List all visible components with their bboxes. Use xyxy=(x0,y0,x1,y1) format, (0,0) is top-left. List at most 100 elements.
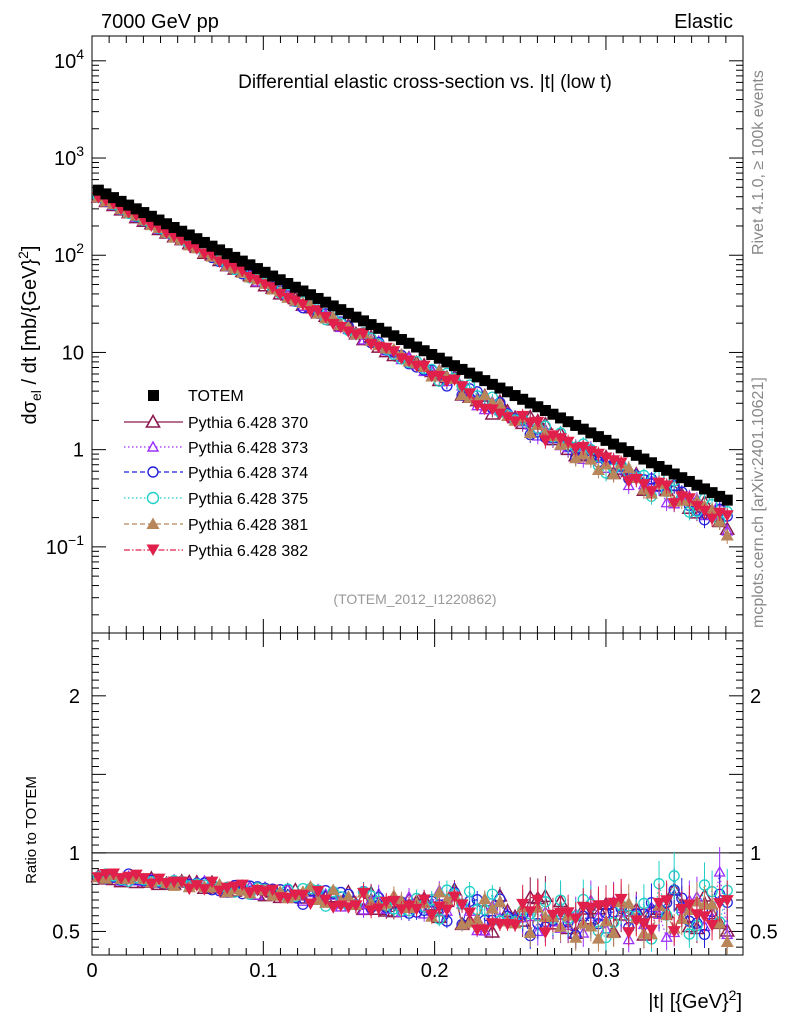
point-totem xyxy=(138,207,150,219)
point-totem xyxy=(350,311,362,323)
ratio-point-p381 xyxy=(523,926,537,938)
ratio-point-p382 xyxy=(432,901,446,914)
point-totem xyxy=(123,199,135,211)
point-totem xyxy=(562,416,574,428)
point-p382 xyxy=(357,328,371,340)
main-y-axis-label: dσel / dt [mb/{GeV}2] xyxy=(15,246,44,425)
point-totem xyxy=(600,434,612,446)
point-totem xyxy=(592,431,604,443)
point-totem xyxy=(289,281,301,293)
point-totem xyxy=(403,337,415,349)
point-p382 xyxy=(288,295,302,307)
ratio-point-p382 xyxy=(326,902,340,914)
ratio-point-p382 xyxy=(137,873,151,885)
ratio-point-p382 xyxy=(122,871,136,884)
ratio-point-p382 xyxy=(182,883,196,896)
point-totem xyxy=(653,461,665,473)
ratio-point-p382 xyxy=(705,919,719,932)
ratio-point-p382 xyxy=(106,868,120,881)
ratio-point-p382 xyxy=(364,905,378,917)
x-axis-label: |t| [{GeV}2] xyxy=(648,987,742,1013)
point-totem xyxy=(547,408,559,420)
ratio-point-p382 xyxy=(538,927,552,939)
ratio-point-p382 xyxy=(675,903,689,916)
point-totem xyxy=(418,345,430,357)
ratio-point-p382 xyxy=(713,898,727,910)
ratio-point-p382 xyxy=(455,899,469,911)
point-totem xyxy=(691,479,703,491)
point-p382 xyxy=(622,476,636,488)
point-totem xyxy=(433,352,445,364)
point-totem xyxy=(214,244,226,256)
ratio-point-p382 xyxy=(584,903,598,915)
ratio-point-p382 xyxy=(698,911,712,923)
ratio-point-p381 xyxy=(341,890,355,902)
point-totem xyxy=(342,307,354,319)
point-totem xyxy=(661,464,673,476)
ratio-point-p381 xyxy=(720,935,734,947)
point-totem xyxy=(365,319,377,331)
point-p381 xyxy=(569,451,583,464)
ratio-point-p382 xyxy=(220,882,234,895)
point-p382 xyxy=(637,479,651,491)
point-totem xyxy=(130,203,142,215)
main-axis-ticks xyxy=(91,36,744,633)
ratio-point-p382 xyxy=(531,894,545,907)
point-totem xyxy=(153,214,165,226)
point-totem xyxy=(502,386,514,398)
legend-marker-p374 xyxy=(147,466,159,478)
point-p382 xyxy=(258,279,272,291)
x-tick-labels: 0 0.1 0.2 0.3 xyxy=(86,960,619,982)
legend-marker-p370 xyxy=(145,413,161,428)
ratio-point-p382 xyxy=(447,891,461,904)
ratio-point-p382 xyxy=(213,885,227,898)
point-totem xyxy=(539,404,551,416)
ratio-y-tick-label-left: 2 xyxy=(69,686,80,708)
point-totem xyxy=(714,490,726,502)
point-totem xyxy=(161,218,173,230)
ratio-point-p382 xyxy=(129,869,143,882)
ratio-point-p382 xyxy=(569,913,583,925)
point-p381 xyxy=(455,388,469,401)
point-p381 xyxy=(538,426,552,438)
ratio-point-p382 xyxy=(258,886,272,898)
ratio-point-p382 xyxy=(440,904,454,917)
point-p382 xyxy=(485,404,499,416)
point-totem xyxy=(464,367,476,379)
point-p381 xyxy=(622,461,636,473)
ratio-point-p381 xyxy=(478,892,492,905)
point-p382 xyxy=(379,342,393,355)
ratio-point-p382 xyxy=(425,909,439,922)
point-totem xyxy=(100,188,112,200)
ratio-y-tick-label-right: 0.5 xyxy=(750,921,778,943)
ratio-point-p375 xyxy=(668,870,680,882)
ratio-y-tick-labels: 0.5 0.5 1 1 2 2 xyxy=(52,686,778,944)
legend-entry-p381: Pythia 6.428 381 xyxy=(124,517,308,534)
ratio-point-p382 xyxy=(614,893,628,906)
ratio-point-p382 xyxy=(160,877,174,890)
point-totem xyxy=(441,356,453,368)
point-totem xyxy=(448,360,460,372)
point-totem xyxy=(335,304,347,316)
point-totem xyxy=(145,210,157,222)
point-totem xyxy=(486,378,498,390)
ratio-point-p382 xyxy=(607,897,621,910)
y-tick-label: 103 xyxy=(54,143,84,170)
ratio-point-p382 xyxy=(622,927,636,939)
point-totem xyxy=(267,270,279,282)
legend-label-p375: Pythia 6.428 375 xyxy=(188,491,308,508)
legend-marker-p375 xyxy=(146,491,160,505)
ratio-point-p382 xyxy=(637,918,651,930)
ratio-point-p381 xyxy=(713,916,727,929)
point-p382 xyxy=(493,408,507,421)
y-tick-label: 10 xyxy=(62,342,84,364)
point-totem xyxy=(221,248,233,260)
point-p382 xyxy=(303,306,317,318)
point-totem xyxy=(259,266,271,278)
y-tick-label: 102 xyxy=(54,240,84,267)
ratio-point-p382 xyxy=(599,900,613,912)
point-p382 xyxy=(440,375,454,388)
point-totem xyxy=(206,240,218,252)
point-totem xyxy=(92,184,104,196)
